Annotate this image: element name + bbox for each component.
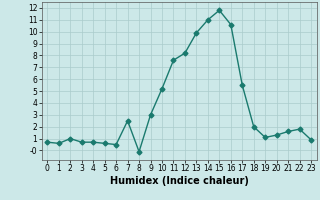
X-axis label: Humidex (Indice chaleur): Humidex (Indice chaleur) bbox=[110, 176, 249, 186]
